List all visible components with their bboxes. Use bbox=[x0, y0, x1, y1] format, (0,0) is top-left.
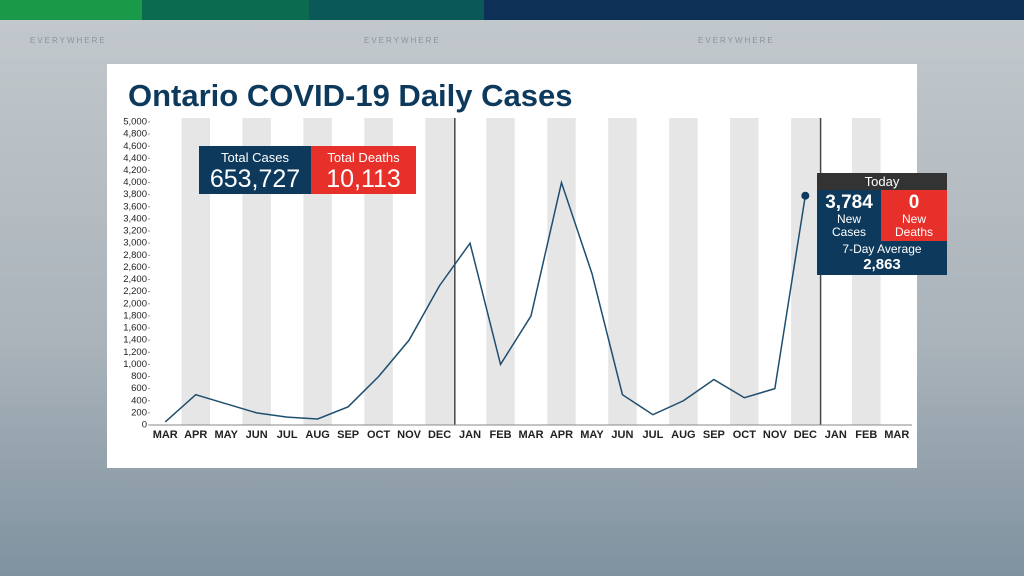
watermark: EVERYWHERE bbox=[364, 36, 441, 45]
y-tick-label: 4,600 bbox=[123, 141, 147, 152]
y-tick-label: 800 bbox=[131, 371, 147, 382]
y-tick-label: 1,400 bbox=[123, 335, 147, 346]
x-tick-label: JUL bbox=[643, 429, 664, 441]
y-tick-label: 1,000 bbox=[123, 359, 147, 370]
total-cases-box: Total Cases 653,727 bbox=[199, 146, 311, 194]
x-tick-label: APR bbox=[184, 429, 207, 441]
x-tick-label: FEB bbox=[855, 429, 877, 441]
month-band bbox=[699, 118, 729, 425]
new-cases-box: 3,784 New Cases bbox=[817, 190, 881, 241]
y-tick-label: 0 bbox=[142, 420, 147, 431]
x-tick-label: DEC bbox=[428, 429, 451, 441]
y-tick-label: 200 bbox=[131, 407, 147, 418]
y-tick-label: 3,000 bbox=[123, 238, 147, 249]
month-band bbox=[547, 118, 576, 425]
x-tick-label: FEB bbox=[490, 429, 512, 441]
label: Total Cases bbox=[221, 150, 289, 165]
top-bar bbox=[484, 0, 1024, 20]
y-tick-label: 3,400 bbox=[123, 213, 147, 224]
y-tick-label: 4,000 bbox=[123, 177, 147, 188]
watermark: EVERYWHERE bbox=[30, 36, 107, 45]
y-tick-label: 2,800 bbox=[123, 250, 147, 261]
month-band bbox=[791, 118, 820, 425]
x-tick-label: AUG bbox=[671, 429, 695, 441]
x-tick-label: NOV bbox=[763, 429, 788, 441]
today-header: Today bbox=[817, 173, 947, 190]
average-box: 7-Day Average 2,863 bbox=[817, 241, 947, 275]
value: 2,863 bbox=[863, 256, 901, 273]
label: Total Deaths bbox=[327, 150, 400, 165]
x-tick-label: MAY bbox=[214, 429, 238, 441]
x-tick-label: JUN bbox=[611, 429, 633, 441]
y-tick-label: 400 bbox=[131, 395, 147, 406]
x-tick-label: MAR bbox=[153, 429, 178, 441]
month-band bbox=[486, 118, 515, 425]
x-tick-label: JUL bbox=[277, 429, 298, 441]
y-tick-label: 5,000 bbox=[123, 117, 147, 128]
x-tick-label: SEP bbox=[337, 429, 359, 441]
line bbox=[164, 179, 807, 423]
value: 3,784 bbox=[825, 192, 873, 213]
total-deaths-box: Total Deaths 10,113 bbox=[311, 146, 416, 194]
y-tick-label: 2,000 bbox=[123, 298, 147, 309]
y-tick-label: 4,400 bbox=[123, 153, 147, 164]
x-tick-label: SEP bbox=[703, 429, 725, 441]
y-tick-label: 2,200 bbox=[123, 286, 147, 297]
label: New Deaths bbox=[894, 212, 934, 239]
month-band bbox=[151, 118, 180, 425]
month-band bbox=[608, 118, 637, 425]
x-tick-label: MAY bbox=[580, 429, 604, 441]
y-tick-label: 3,800 bbox=[123, 189, 147, 200]
y-tick-label: 1,200 bbox=[123, 347, 147, 358]
top-bar bbox=[142, 0, 309, 20]
y-tick-label: 4,800 bbox=[123, 129, 147, 140]
new-deaths-box: 0 New Deaths bbox=[881, 190, 947, 241]
y-tick-label: 4,200 bbox=[123, 165, 147, 176]
value: 10,113 bbox=[326, 165, 401, 193]
top-bar bbox=[309, 0, 484, 20]
y-tick-label: 1,800 bbox=[123, 310, 147, 321]
month-band bbox=[455, 118, 485, 425]
watermark: EVERYWHERE bbox=[698, 36, 775, 45]
value: 653,727 bbox=[209, 165, 301, 193]
month-band bbox=[638, 118, 668, 425]
value: 0 bbox=[908, 192, 920, 213]
y-tick-label: 2,600 bbox=[123, 262, 147, 273]
x-tick-label: OCT bbox=[733, 429, 757, 441]
label: New Cases bbox=[831, 212, 866, 239]
month-band bbox=[760, 118, 790, 425]
y-tick-label: 3,600 bbox=[123, 201, 147, 212]
y-tick-label: 1,600 bbox=[123, 323, 147, 334]
x-tick-label: JAN bbox=[459, 429, 481, 441]
x-tick-label: NOV bbox=[397, 429, 422, 441]
month-band bbox=[669, 118, 698, 425]
label: 7-Day Average bbox=[842, 242, 922, 256]
chart-title: Ontario COVID-19 Daily Cases bbox=[128, 78, 573, 113]
month-band bbox=[730, 118, 759, 425]
x-tick-label: MAR bbox=[884, 429, 909, 441]
top-bar bbox=[0, 0, 142, 20]
x-tick-label: JAN bbox=[825, 429, 847, 441]
x-tick-label: OCT bbox=[367, 429, 391, 441]
y-tick-label: 600 bbox=[131, 383, 147, 394]
x-tick-label: JUN bbox=[246, 429, 268, 441]
latest-point bbox=[801, 191, 810, 200]
x-tick-label: APR bbox=[550, 429, 573, 441]
y-tick-label: 2,400 bbox=[123, 274, 147, 285]
x-tick-label: AUG bbox=[305, 429, 329, 441]
y-tick-label: 3,200 bbox=[123, 226, 147, 237]
x-tick-label: MAR bbox=[518, 429, 543, 441]
x-tick-label: DEC bbox=[794, 429, 817, 441]
